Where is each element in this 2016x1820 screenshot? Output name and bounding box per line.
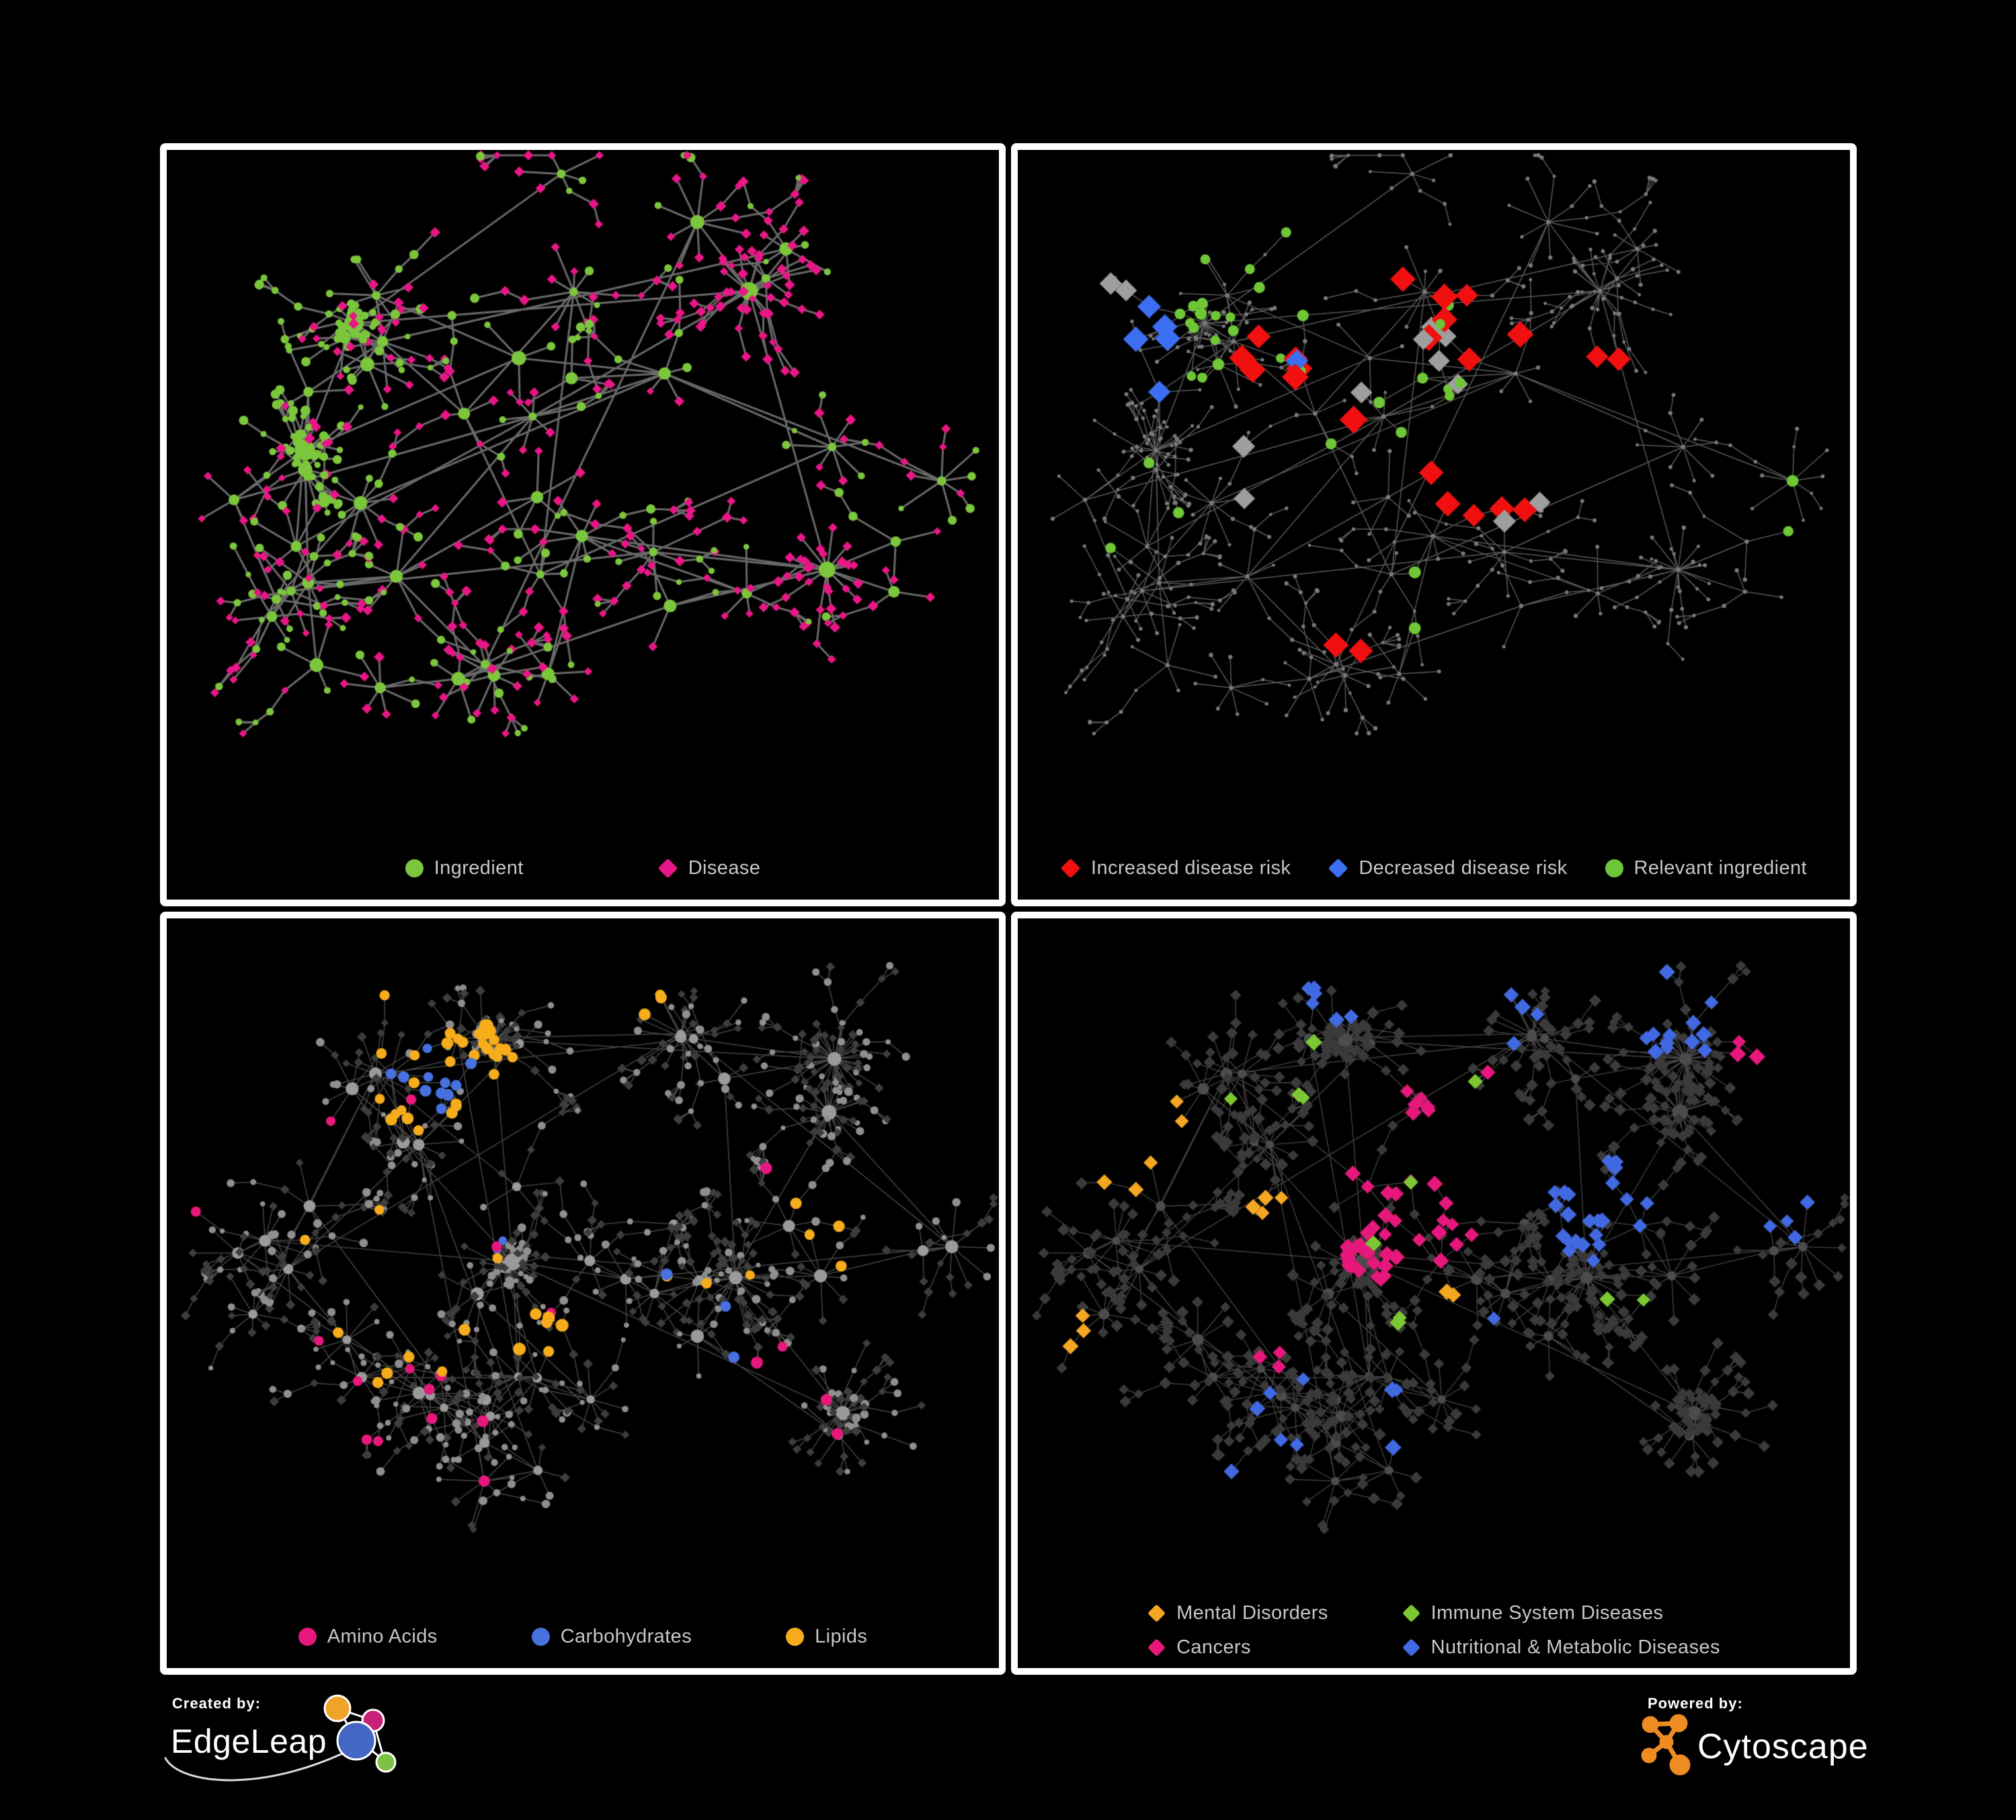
legend-item-amino-acids: Amino Acids [298,1626,438,1648]
edgeleap-brand-text: EdgeLeap [171,1723,327,1760]
legend-item-cancers: Cancers [1147,1636,1328,1659]
panel-ingredient-disease: Ingredient Disease [160,143,1006,906]
legend-item-increased-risk: Increased disease risk [1060,857,1291,879]
panel-disease-risk: Increased disease risk Decreased disease… [1011,143,1857,906]
ingredient-disease-network-canvas [167,150,999,900]
disease-diamond-icon [657,858,678,879]
legend-disease-risk: Increased disease risk Decreased disease… [1018,857,1850,879]
decreased-risk-diamond-icon [1328,858,1348,879]
cytoscape-brand-text: Cytoscape [1697,1727,1869,1766]
amino-acids-circle-icon [298,1628,317,1646]
edgeleap-green-node [375,1751,397,1773]
legend-disease-categories: Mental Disorders Immune System Diseases … [1018,1602,1850,1659]
legend-item-immune-diseases: Immune System Diseases [1402,1602,1720,1624]
legend-label-mental-disorders: Mental Disorders [1176,1602,1328,1624]
cytoscape-credit: Powered by: Cytoscape [1636,1686,1878,1803]
edgeleap-orange-node [323,1694,352,1723]
mental-disorders-diamond-icon [1147,1604,1166,1622]
edgeleap-blue-node [336,1720,376,1761]
nutritional-metabolic-diamond-icon [1402,1638,1420,1657]
legend-label-immune-diseases: Immune System Diseases [1430,1602,1664,1624]
immune-diseases-diamond-icon [1402,1604,1420,1622]
ingredient-circle-icon [405,859,424,877]
legend-label-decreased-risk: Decreased disease risk [1359,857,1568,879]
legend-item-carbohydrates: Carbohydrates [531,1626,692,1648]
legend-ingredient-disease: Ingredient Disease [167,857,999,879]
legend-label-carbohydrates: Carbohydrates [560,1626,692,1647]
footer: Created by: EdgeLeap Powered by: [0,1675,2016,1820]
edgeleap-network-icon [323,1694,397,1773]
legend-label-increased-risk: Increased disease risk [1090,857,1291,879]
increased-risk-diamond-icon [1060,858,1081,879]
legend-item-ingredient: Ingredient [405,857,524,879]
panel-disease-categories: Mental Disorders Immune System Diseases … [1011,912,1857,1675]
legend-item-nutritional-metabolic: Nutritional & Metabolic Diseases [1402,1636,1720,1659]
lipids-circle-icon [786,1628,805,1646]
disease-risk-network-canvas [1018,150,1850,900]
carbohydrates-circle-icon [531,1628,550,1646]
relevant-ingredient-circle-icon [1605,859,1623,877]
panel-grid: Ingredient Disease Increased disease ris… [160,143,1857,1675]
legend-item-decreased-risk: Decreased disease risk [1328,857,1567,879]
created-by-label: Created by: [172,1695,261,1712]
legend-item-disease: Disease [657,857,761,879]
cytoscape-logo: Powered by: Cytoscape [1641,1695,1869,1776]
legend-label-nutritional-metabolic: Nutritional & Metabolic Diseases [1430,1636,1720,1658]
cancers-diamond-icon [1147,1638,1166,1657]
legend-item-lipids: Lipids [786,1626,867,1648]
disease-category-network-canvas [1018,918,1850,1668]
legend-item-mental-disorders: Mental Disorders [1147,1602,1328,1624]
legend-macronutrients: Amino Acids Carbohydrates Lipids [167,1626,999,1648]
macronutrient-network-canvas [167,918,999,1668]
edgeleap-credit: Created by: EdgeLeap [161,1686,444,1810]
edgeleap-logo: Created by: EdgeLeap [164,1694,397,1782]
legend-item-relevant-ingredient: Relevant ingredient [1605,857,1807,879]
powered-by-label: Powered by: [1648,1695,1743,1712]
legend-label-disease: Disease [688,857,761,879]
legend-label-amino-acids: Amino Acids [327,1626,438,1647]
legend-label-relevant-ingredient: Relevant ingredient [1634,857,1808,879]
legend-label-ingredient: Ingredient [434,857,524,879]
panel-macronutrients: Amino Acids Carbohydrates Lipids [160,912,1006,1675]
edgeleap-swoosh [164,1743,362,1782]
cytoscape-network-icon [1641,1714,1691,1776]
legend-label-lipids: Lipids [815,1626,868,1647]
legend-label-cancers: Cancers [1176,1636,1251,1658]
